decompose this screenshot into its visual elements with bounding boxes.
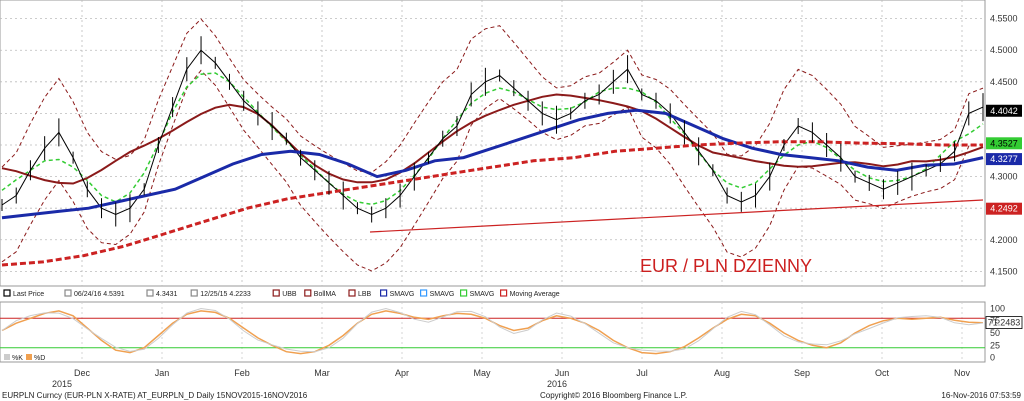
footer-left: EURPLN Curncy (EUR-PLN X-RATE) AT_EURPLN… — [2, 391, 308, 400]
legend-label: SMAVG — [390, 291, 415, 298]
osc-legend-swatch — [26, 354, 32, 360]
legend-label: 12/25/15 4.2233 — [200, 291, 251, 298]
legend-label: SMAVG — [470, 291, 495, 298]
x-tick-label: Dec — [74, 368, 91, 378]
x-tick-label: Nov — [954, 368, 971, 378]
legend-swatch — [348, 289, 356, 297]
osc-y-tick-label: 25 — [990, 340, 1000, 350]
price-label: 4.2492 — [990, 204, 1018, 214]
series-line-smavg — [1, 108, 984, 220]
bollinger-ma-line — [1, 93, 984, 185]
x-tick-label: Apr — [395, 368, 409, 378]
x-year-label: 2016 — [547, 379, 567, 389]
legend-swatch — [500, 289, 508, 297]
legend-swatch — [380, 289, 388, 297]
x-tick-label: Mar — [314, 368, 330, 378]
x-tick-label: Jul — [636, 368, 648, 378]
price-label: 4.4042 — [990, 106, 1018, 116]
x-tick-label: Sep — [794, 368, 810, 378]
legend-label: BollMA — [314, 291, 337, 298]
x-tick-label: Jan — [155, 368, 170, 378]
legend-label: 06/24/16 4.5391 — [74, 291, 125, 298]
osc-value-label: 71.2483 — [988, 318, 1021, 328]
trend-line — [369, 199, 984, 233]
osc-y-tick-label: 75 — [990, 316, 1000, 326]
x-year-label: 2015 — [52, 379, 72, 389]
y-tick-label: 4.3000 — [990, 172, 1018, 182]
footer-timestamp: 16-Nov-2016 07:53:59 — [941, 391, 1021, 400]
legend-label: Moving Average — [510, 291, 560, 298]
x-tick-label: Jun — [555, 368, 570, 378]
chart-title: EUR / PLN DZIENNY — [640, 256, 812, 276]
legend-label: 4.3431 — [156, 291, 178, 298]
osc-legend-swatch — [4, 354, 10, 360]
legend-label: Last Price — [13, 291, 44, 298]
price-label: 4.3527 — [990, 138, 1018, 148]
osc-y-tick-label: 0 — [990, 353, 995, 363]
price-label-box — [986, 137, 1022, 150]
price-label-box — [986, 202, 1022, 215]
legend-swatch — [420, 289, 428, 297]
series-line-last-price — [1, 49, 984, 216]
price-label-box — [986, 153, 1022, 166]
x-tick-label: Feb — [234, 368, 250, 378]
footer-copyright: Copyright© 2016 Bloomberg Finance L.P. — [540, 391, 687, 400]
osc-k-line — [1, 307, 984, 353]
osc-legend-label: %D — [34, 355, 45, 362]
green-sma-line — [1, 72, 984, 206]
legend-swatch — [190, 289, 198, 297]
price-label: 4.3277 — [990, 154, 1018, 164]
upper-band-line — [1, 18, 984, 174]
osc-value-box — [985, 316, 1023, 329]
legend-label: SMAVG — [430, 291, 455, 298]
osc-y-tick-label: 50 — [990, 328, 1000, 338]
legend-label: LBB — [358, 291, 372, 298]
y-tick-label: 4.1500 — [990, 266, 1018, 276]
price-label-box — [986, 104, 1022, 117]
oscillator-panel — [0, 301, 986, 363]
lower-band-line — [1, 69, 984, 272]
y-tick-label: 4.4500 — [990, 77, 1018, 87]
legend-swatch — [64, 289, 72, 297]
y-tick-label: 4.5500 — [990, 14, 1018, 24]
x-tick-label: Oct — [875, 368, 890, 378]
x-tick-label: Aug — [714, 368, 730, 378]
legend-swatch — [272, 289, 280, 297]
y-tick-label: 4.2000 — [990, 235, 1018, 245]
y-tick-label: 4.5000 — [990, 45, 1018, 55]
series-line-moving-average — [1, 140, 983, 267]
x-tick-label: May — [473, 368, 491, 378]
legend-swatch — [304, 289, 312, 297]
legend-swatch — [3, 289, 11, 297]
legend-swatch — [146, 289, 154, 297]
osc-y-tick-label: 100 — [990, 303, 1005, 313]
legend-label: UBB — [282, 291, 297, 298]
osc-legend-label: %K — [12, 355, 23, 362]
legend-swatch — [460, 289, 468, 297]
